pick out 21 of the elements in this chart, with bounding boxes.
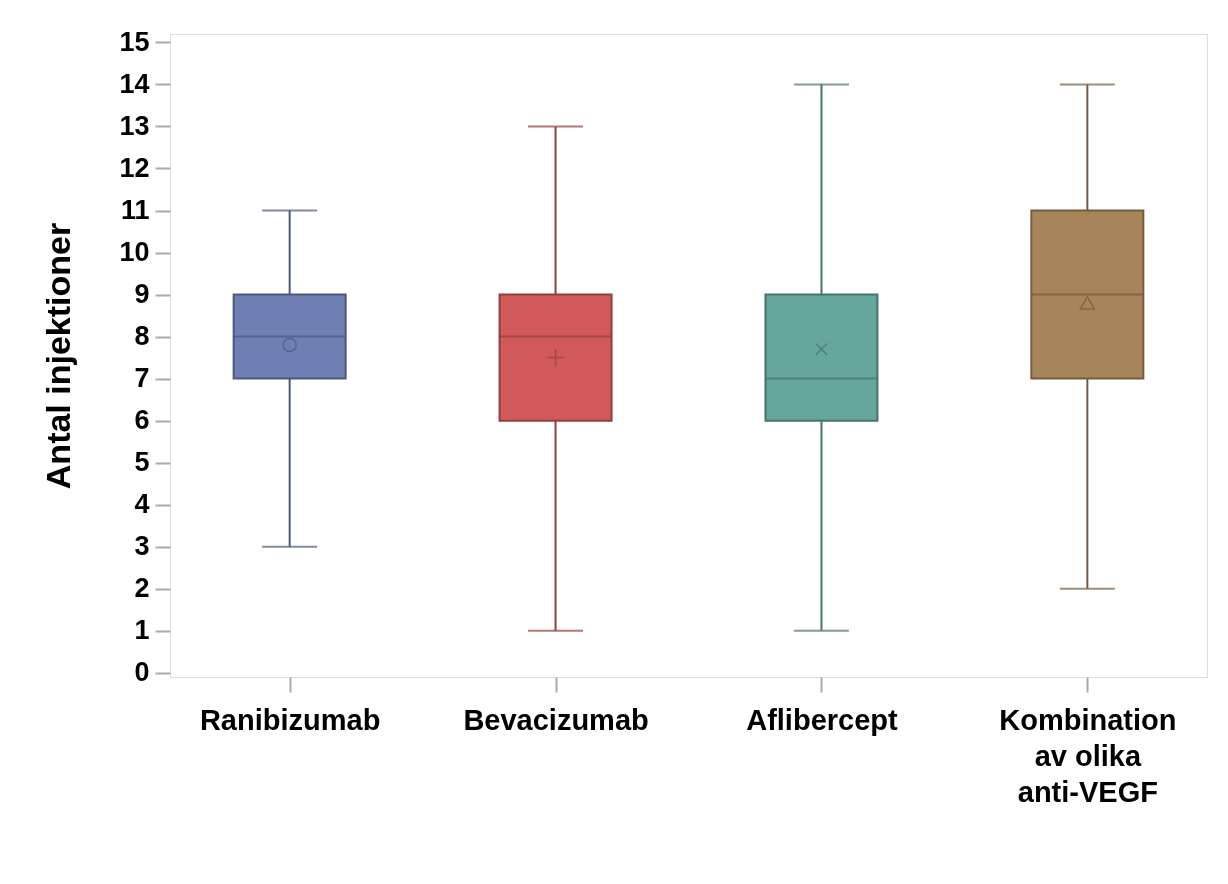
y-axis-title: Antal injektioner [39,222,78,490]
y-tick-label: 6 [134,405,150,436]
x-tick-label: Bevacizumab [463,703,649,736]
y-tick-label: 1 [134,615,150,646]
y-tick-label: 0 [134,657,150,688]
y-tick-label: 8 [134,321,150,352]
x-tick-label: Ranibizumab [199,703,381,736]
y-tick-label: 9 [134,279,150,310]
y-tick-label: 4 [134,489,150,520]
y-tick-label: 7 [134,363,150,394]
x-tick-label: Kombination av olika anti-VEGF [999,703,1177,808]
y-tick-label: 2 [134,573,150,604]
y-tick-label: 13 [119,110,150,141]
y-tick-label: 3 [134,531,150,562]
y-tick-label: 12 [119,152,150,183]
y-tick-label: 10 [119,237,150,268]
y-tick-label: 5 [134,447,150,478]
y-tick-label: 11 [120,195,150,226]
x-tick-label: Aflibercept [746,703,899,736]
y-tick-label: 14 [119,68,150,99]
y-tick-label: 15 [119,26,150,57]
